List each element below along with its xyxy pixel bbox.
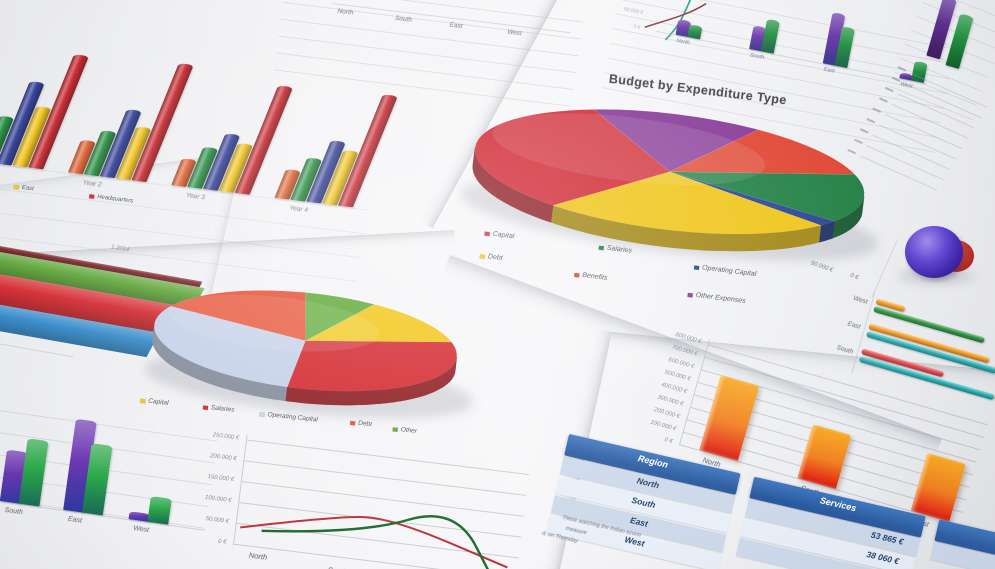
axis-label: South [835, 344, 855, 356]
legend-marker [349, 421, 356, 426]
legend-marker [392, 427, 398, 433]
pie-sheen [492, 113, 766, 186]
axis-label: 1 2014 [110, 244, 130, 254]
pie-slice-other-expenses [593, 109, 760, 173]
axis-label: West [506, 28, 523, 38]
pie-slice-capital [474, 109, 671, 206]
axis-label: East [846, 320, 862, 331]
orange-bar [699, 374, 760, 461]
pie-slice-salaries [287, 340, 458, 392]
axis-tick-label: 250.000 € [212, 432, 240, 442]
legend-item: East [13, 184, 34, 192]
legend-label: Benefits [581, 271, 608, 282]
axis-label: West [852, 294, 869, 306]
line-chart-top-fragment: North South East West [303, 0, 737, 130]
legend-label: East [21, 184, 35, 193]
pie-two-svg [152, 290, 458, 406]
corner-bar-fragment [919, 0, 995, 97]
axis-label: West [132, 524, 150, 535]
axis-label: North [248, 550, 268, 562]
pie-side [276, 385, 288, 402]
line-chart-bottom: 250.000 € 200.000 € 150.000 € 100.000 € 50.0… [176, 420, 548, 569]
pie-slice-salaries [669, 171, 865, 222]
pie-side [152, 326, 155, 344]
pie-slice-operating-capital [669, 171, 836, 226]
axis-tick-label: 100.000 € [204, 494, 232, 505]
pie-sheen [167, 294, 380, 352]
axis-tick-label: 0 € [217, 538, 227, 546]
pie-side [290, 387, 302, 403]
line-red [240, 516, 508, 569]
pie-slice-benefits [669, 129, 856, 175]
pie-slice-operating-capital [154, 305, 306, 388]
orange-bar [797, 424, 852, 490]
legend-marker [13, 184, 20, 190]
legend-marker [484, 231, 490, 236]
axis-label: East [822, 66, 835, 75]
legend-item: Debt [479, 252, 503, 263]
bar-series-green [687, 24, 703, 40]
line-chart-top-svg [644, 0, 707, 41]
line-chart-bottom-svg [240, 515, 508, 569]
pie-side [285, 386, 293, 402]
bar-series-green [147, 495, 172, 525]
pie-slice-debt [170, 290, 306, 342]
legend-label: Headquarters [96, 194, 134, 205]
pie-slice-other [305, 292, 375, 342]
axis-label: South [4, 506, 24, 517]
legend-marker [479, 253, 486, 259]
legend-marker [89, 194, 95, 199]
tick-mark [890, 76, 900, 82]
legend-label: Other Expenses [695, 291, 746, 305]
axis-label: South [394, 14, 413, 24]
budget-pie-chart: Capital Salaries Operating Capital Debt Bene… [420, 40, 897, 343]
line-teal [664, 0, 693, 41]
legend-marker [598, 245, 605, 250]
pie-side [472, 148, 476, 169]
pie-slice-capital [305, 304, 453, 343]
axis-label: Year 2 [82, 179, 102, 189]
bar-series-green [18, 438, 49, 507]
pie-side [299, 388, 311, 404]
pie-chart-two: Capital Salaries Operating Capital Debt Othe… [112, 260, 508, 469]
axis-label: Year 3 [185, 192, 206, 202]
line-green [261, 515, 498, 569]
legend-item: Benefits [574, 271, 608, 282]
legend-item: Other Expenses [687, 291, 746, 305]
bar-series-green [760, 18, 780, 54]
legend-label: Debt [487, 253, 503, 263]
line-maroon [644, 2, 707, 28]
axis-tick-label: 150.000 € [207, 473, 235, 484]
axis-label: East [449, 21, 463, 30]
pie-side [317, 389, 329, 405]
axis-tick-label: 200.000 € [209, 453, 237, 463]
legend-marker [693, 264, 700, 270]
axis-label: South [749, 52, 765, 61]
legend-marker [259, 412, 265, 418]
pie-side [653, 228, 669, 248]
legend-marker [140, 399, 146, 404]
legend-label: Debt [357, 419, 373, 429]
sphere-pie [905, 226, 963, 278]
budget-pie-svg [472, 109, 865, 252]
tick-mark [884, 86, 894, 93]
legend-marker [202, 405, 209, 411]
axis-label: East [67, 515, 83, 525]
axis-label: North [337, 7, 354, 17]
axis-tick-label: 50.000 € [205, 516, 230, 525]
pie-slice-debt [552, 171, 822, 235]
legend-item: Headquarters [89, 193, 134, 205]
axis-label: North [675, 37, 691, 47]
axis-label: Year 4 [288, 204, 309, 214]
legend-marker [687, 292, 693, 297]
pie-side [308, 389, 320, 405]
legend-marker [574, 272, 580, 277]
